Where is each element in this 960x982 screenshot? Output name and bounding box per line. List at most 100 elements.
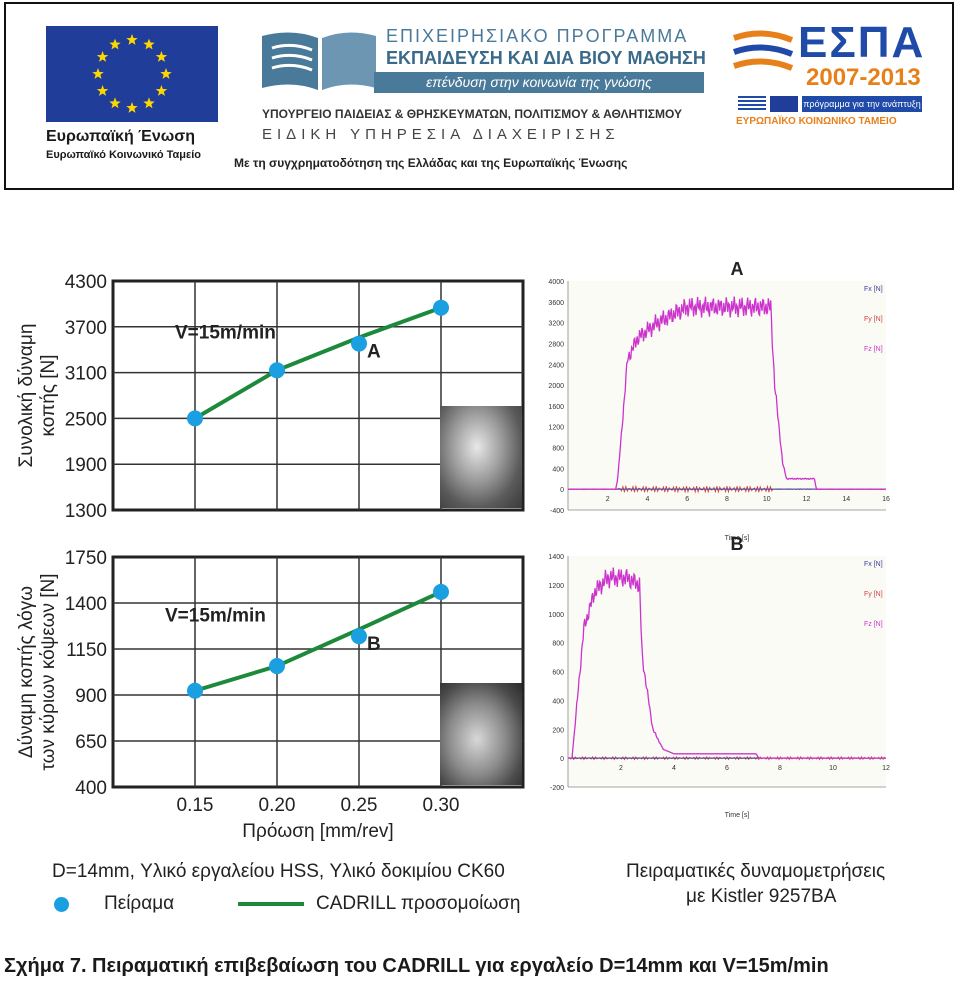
eu-title: Ευρωπαϊκή Ένωση xyxy=(46,128,195,145)
fz-trace xyxy=(568,567,886,759)
y-tick-label: 600 xyxy=(552,670,564,677)
x-axis-label: Time [s] xyxy=(725,535,750,542)
espa-waves-icon xyxy=(732,30,794,71)
eu-star xyxy=(109,97,121,109)
chart-kistler-A: 400036003200280024002000160012008004000-… xyxy=(548,259,890,542)
specimen-photo-a xyxy=(440,406,522,508)
experiment-point xyxy=(433,583,449,600)
x-tick-label: 10 xyxy=(763,496,771,503)
simulation-line xyxy=(194,590,442,693)
chart-kistler-B: 1400 1200 1000 800 600 400 200 0 -200 2 4 6 8 10 12 Fx … xyxy=(548,534,890,819)
figure-caption: Σχήμα 7. Πειραματική επιβεβαίωση του CAD… xyxy=(4,955,829,977)
x-tick-label: 6 xyxy=(685,496,689,503)
experiment-point xyxy=(351,335,367,352)
chart-total-force: 4300 3700 3100 2500 1900 1300 V=15m/min A Συνολι… xyxy=(16,272,525,522)
x-tick-label: 2 xyxy=(606,496,610,503)
x-axis-label: Πρόωση [mm/rev] xyxy=(242,821,393,842)
y-tick-label: 1200 xyxy=(548,425,564,432)
y-tick-label: 800 xyxy=(552,446,564,453)
y-tick-label: -200 xyxy=(550,785,564,792)
legend-entry: Fx [N] xyxy=(864,286,883,293)
espa-tagline: πρόγραμμα για την ανάπτυξη xyxy=(802,96,922,112)
measurements-line2: με Kistler 9257BA xyxy=(686,886,837,907)
plot-area xyxy=(568,281,886,510)
funding-banner: Ευρωπαϊκή Ένωση Ευρωπαϊκό Κοινωνικό Ταμε… xyxy=(4,2,954,190)
fz-trace xyxy=(568,296,886,490)
y-tick-label: 1750 xyxy=(65,548,107,569)
programme-line3: επένδυση στην κοινωνία της γνώσης xyxy=(374,72,704,93)
legend-experiment-label: Πείραμα xyxy=(104,893,175,914)
x-tick-label: 10 xyxy=(829,765,837,772)
x-tick-label: 0.30 xyxy=(423,795,460,816)
book-logo-icon xyxy=(262,32,376,90)
x-tick-label: 0.20 xyxy=(259,795,296,816)
y-axis-label: κοπής [N] xyxy=(38,355,59,437)
y-tick-label: 400 xyxy=(75,778,107,799)
legend-entry: Fy [N] xyxy=(864,316,883,323)
y-tick-label: 1400 xyxy=(65,594,107,615)
eu-star xyxy=(96,51,109,62)
conditions-text: D=14mm, Υλικό εργαλείου HSS, Υλικό δοκιμ… xyxy=(52,861,505,882)
x-tick-label: 12 xyxy=(882,765,890,772)
espa-title: ΕΣΠΑ xyxy=(798,18,926,67)
eu-star xyxy=(126,102,138,113)
legend-simulation-line xyxy=(238,902,304,906)
y-tick-label: 2800 xyxy=(548,341,564,348)
y-tick-label: 1900 xyxy=(65,455,107,476)
y-tick-label: 400 xyxy=(552,466,564,473)
x-tick-label: 0.15 xyxy=(177,795,214,816)
y-tick-label: 900 xyxy=(75,686,107,707)
chart-title: A xyxy=(731,259,744,279)
speed-annotation: V=15m/min xyxy=(175,322,276,343)
point-label: A xyxy=(367,342,381,363)
y-tick-label: 3100 xyxy=(65,364,107,385)
legend-entry: Fz [N] xyxy=(864,621,883,628)
y-tick-label: 1400 xyxy=(548,554,564,561)
chart-title: B xyxy=(731,534,744,554)
greece-flag-icon xyxy=(738,96,766,112)
x-tick-label: 16 xyxy=(882,496,890,503)
experiment-point xyxy=(433,299,449,316)
y-tick-label: 3700 xyxy=(65,318,107,339)
x-tick-label: 0.25 xyxy=(341,795,378,816)
x-tick-label: 8 xyxy=(778,765,782,772)
specimen-photo-b xyxy=(440,683,522,785)
programme-line6: Με τη συγχρηματοδότηση της Ελλάδας και τ… xyxy=(234,156,628,170)
eu-star xyxy=(160,68,172,79)
y-tick-label: 2500 xyxy=(65,409,107,430)
y-axis-label: των κύριων κόψεων [N] xyxy=(38,573,59,770)
y-tick-label: 1000 xyxy=(548,612,564,619)
eu-star xyxy=(92,68,104,79)
x-tick-label: 6 xyxy=(725,765,729,772)
speed-annotation: V=15m/min xyxy=(165,606,266,627)
experiment-point xyxy=(187,682,203,699)
y-tick-label: 1300 xyxy=(65,501,107,522)
point-label: B xyxy=(367,634,381,655)
eu-small-flag-icon xyxy=(770,96,798,112)
espa-fund: ΕΥΡΩΠΑΪΚΟ ΚΟΙΝΩΝΙΚΟ ΤΑΜΕΙΟ xyxy=(736,116,897,127)
simulation-line xyxy=(193,305,442,421)
programme-line1: ΕΠΙΧΕΙΡΗΣΙΑΚΟ ΠΡΟΓΡΑΜΜΑ xyxy=(386,26,689,46)
y-tick-label: 2000 xyxy=(548,383,564,390)
x-tick-label: 8 xyxy=(725,496,729,503)
y-axis-label: Δύναμη κοπής λόγω xyxy=(16,586,37,758)
y-tick-label: 1200 xyxy=(548,583,564,590)
x-tick-label: 4 xyxy=(672,765,676,772)
y-tick-label: 3200 xyxy=(548,321,564,328)
x-axis-label: Time [s] xyxy=(725,812,750,819)
legend-entry: Fy [N] xyxy=(864,591,883,598)
eu-flag xyxy=(46,26,218,122)
y-tick-label: 0 xyxy=(560,487,564,494)
eu-star xyxy=(109,38,121,50)
y-tick-label: 1600 xyxy=(548,404,564,411)
x-tick-label: 12 xyxy=(803,496,811,503)
y-tick-label: 650 xyxy=(75,732,107,753)
y-tick-label: 800 xyxy=(552,641,564,648)
programme-line5: ΕΙΔΙΚΗ ΥΠΗΡΕΣΙΑ ΔΙΑΧΕΙΡΙΣΗΣ xyxy=(262,126,620,143)
y-tick-label: 1150 xyxy=(66,640,107,661)
legend-experiment-marker xyxy=(54,897,69,912)
legend-entry: Fz [N] xyxy=(864,346,883,353)
y-tick-label: -400 xyxy=(550,508,564,515)
legend-entry: Fx [N] xyxy=(864,561,883,568)
